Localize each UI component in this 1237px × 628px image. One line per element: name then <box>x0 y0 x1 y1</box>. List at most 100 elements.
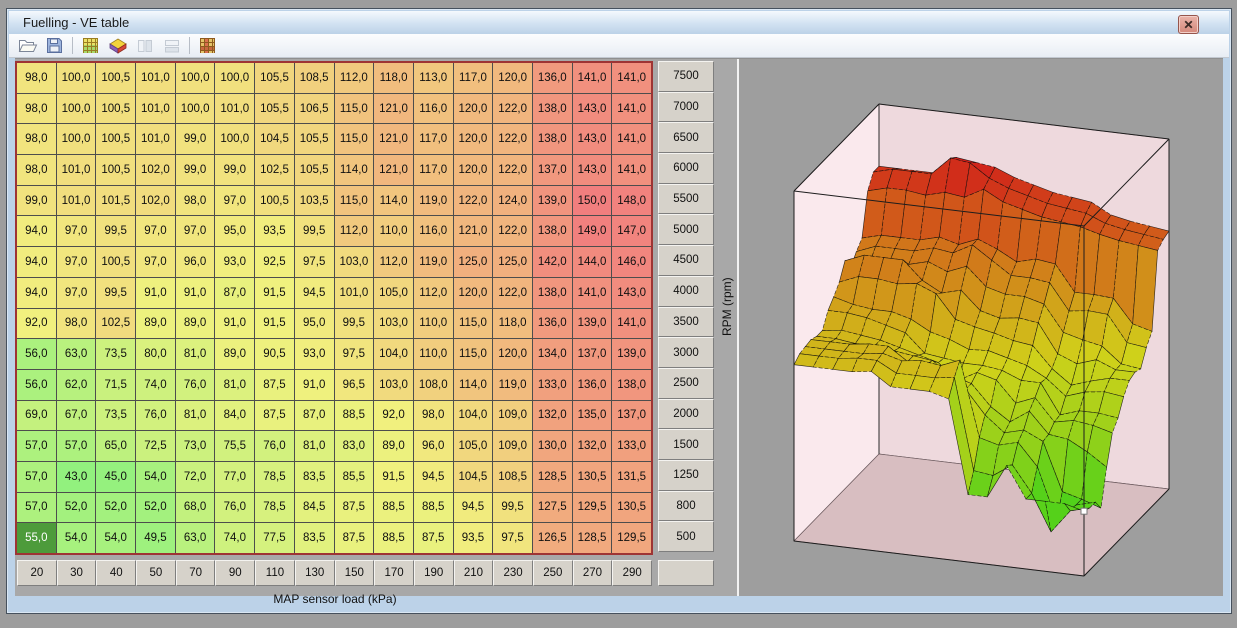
map-bin-cell[interactable]: 150 <box>335 560 375 586</box>
ve-cell[interactable]: 97,0 <box>136 216 175 246</box>
ve-cell[interactable]: 65,0 <box>96 431 135 461</box>
ve-cell[interactable]: 99,0 <box>176 155 215 185</box>
ve-cell[interactable]: 89,0 <box>374 431 413 461</box>
ve-cell[interactable]: 81,0 <box>176 339 215 369</box>
ve-cell[interactable]: 91,0 <box>295 370 334 400</box>
ve-cell[interactable]: 52,0 <box>96 493 135 523</box>
rpm-bin-cell[interactable]: 4000 <box>658 276 714 307</box>
ve-cell[interactable]: 105,0 <box>454 431 493 461</box>
ve-cell[interactable]: 94,0 <box>17 216 56 246</box>
open-button[interactable] <box>15 35 40 56</box>
ve-cell[interactable]: 143,0 <box>612 278 651 308</box>
ve-cell[interactable]: 75,5 <box>215 431 254 461</box>
ve-cell[interactable]: 104,0 <box>374 339 413 369</box>
ve-cell[interactable]: 56,0 <box>17 339 56 369</box>
ve-cell[interactable]: 87,5 <box>335 493 374 523</box>
ve-cell[interactable]: 141,0 <box>612 63 651 93</box>
ve-cell[interactable]: 117,0 <box>454 63 493 93</box>
ve-cell[interactable]: 138,0 <box>612 370 651 400</box>
ve-cell[interactable]: 97,0 <box>57 216 96 246</box>
ve-cell[interactable]: 115,0 <box>335 94 374 124</box>
ve-cell[interactable]: 136,0 <box>533 63 572 93</box>
ve-cell[interactable]: 87,0 <box>295 401 334 431</box>
map-bin-cell[interactable]: 90 <box>215 560 255 586</box>
rpm-bin-cell[interactable]: 7000 <box>658 92 714 123</box>
ve-cell[interactable]: 137,0 <box>533 155 572 185</box>
ve-cell[interactable]: 118,0 <box>374 63 413 93</box>
ve-cell[interactable]: 100,5 <box>255 186 294 216</box>
ve-cell[interactable]: 88,5 <box>335 401 374 431</box>
ve-cell[interactable]: 100,5 <box>96 155 135 185</box>
map-bin-cell[interactable]: 130 <box>295 560 335 586</box>
ve-cell[interactable]: 112,0 <box>335 216 374 246</box>
ve-cell[interactable]: 94,0 <box>17 247 56 277</box>
ve-cell[interactable]: 115,0 <box>454 339 493 369</box>
ve-cell[interactable]: 130,0 <box>533 431 572 461</box>
ve-cell[interactable]: 103,0 <box>374 309 413 339</box>
ve-cell[interactable]: 100,5 <box>96 94 135 124</box>
ve-cell[interactable]: 131,5 <box>612 462 651 492</box>
ve-cell[interactable]: 122,0 <box>493 216 532 246</box>
ve-cell[interactable]: 100,5 <box>96 247 135 277</box>
ve-cell[interactable]: 120,0 <box>493 339 532 369</box>
ve-cell[interactable]: 73,0 <box>176 431 215 461</box>
rpm-bin-cell[interactable]: 2500 <box>658 368 714 399</box>
ve-cell[interactable]: 57,0 <box>17 462 56 492</box>
ve-cell[interactable]: 101,0 <box>57 186 96 216</box>
ve-cell[interactable]: 141,0 <box>612 124 651 154</box>
ve-cell[interactable]: 91,0 <box>176 278 215 308</box>
ve-cell[interactable]: 130,5 <box>612 493 651 523</box>
ve-cell[interactable]: 106,5 <box>295 94 334 124</box>
ve-cell[interactable]: 142,0 <box>533 247 572 277</box>
ve-cell[interactable]: 121,0 <box>374 124 413 154</box>
ve-cell[interactable]: 114,0 <box>454 370 493 400</box>
ve-cell[interactable]: 100,5 <box>96 63 135 93</box>
ve-cell[interactable]: 88,5 <box>374 493 413 523</box>
ve-cell[interactable]: 102,0 <box>136 155 175 185</box>
ve-cell[interactable]: 121,0 <box>454 216 493 246</box>
ve-cell[interactable]: 80,0 <box>136 339 175 369</box>
ve-cell[interactable]: 89,0 <box>136 309 175 339</box>
ve-cell[interactable]: 122,0 <box>454 186 493 216</box>
ve-cell[interactable]: 121,0 <box>374 94 413 124</box>
ve-cell[interactable]: 121,0 <box>374 155 413 185</box>
ve-cell[interactable]: 54,0 <box>57 523 96 553</box>
ve-cell[interactable]: 120,0 <box>493 63 532 93</box>
ve-cell[interactable]: 99,5 <box>335 309 374 339</box>
ve-cell[interactable]: 87,5 <box>255 370 294 400</box>
ve-cell[interactable]: 133,0 <box>612 431 651 461</box>
split-vertical-button[interactable] <box>132 35 157 56</box>
ve-cell[interactable]: 93,5 <box>454 523 493 553</box>
ve-cell[interactable]: 139,0 <box>533 186 572 216</box>
ve-cell[interactable]: 100,0 <box>215 124 254 154</box>
ve-cell[interactable]: 128,5 <box>533 462 572 492</box>
ve-cell[interactable]: 98,0 <box>17 124 56 154</box>
ve-cell[interactable]: 76,0 <box>176 370 215 400</box>
ve-cell[interactable]: 136,0 <box>533 309 572 339</box>
ve-cell[interactable]: 96,0 <box>414 431 453 461</box>
ve-cell[interactable]: 126,5 <box>533 523 572 553</box>
ve-cell[interactable]: 120,0 <box>454 278 493 308</box>
ve-cell[interactable]: 63,0 <box>176 523 215 553</box>
ve-cell[interactable]: 116,0 <box>414 94 453 124</box>
rpm-bin-cell[interactable]: 800 <box>658 491 714 522</box>
ve-cell[interactable]: 137,0 <box>573 339 612 369</box>
ve-cell[interactable]: 137,0 <box>612 401 651 431</box>
ve-cell[interactable]: 68,0 <box>176 493 215 523</box>
ve-cell[interactable]: 98,0 <box>17 94 56 124</box>
ve-cell[interactable]: 129,5 <box>612 523 651 553</box>
ve-cell[interactable]: 95,0 <box>295 309 334 339</box>
ve-cell[interactable]: 120,0 <box>454 94 493 124</box>
ve-cell[interactable]: 91,5 <box>255 309 294 339</box>
surface-3d-view-button[interactable] <box>105 35 130 56</box>
ve-cell[interactable]: 102,5 <box>96 309 135 339</box>
ve-cell[interactable]: 115,0 <box>454 309 493 339</box>
ve-cell[interactable]: 100,0 <box>176 63 215 93</box>
ve-cell[interactable]: 141,0 <box>612 309 651 339</box>
ve-cell[interactable]: 108,0 <box>414 370 453 400</box>
ve-cell[interactable]: 133,0 <box>533 370 572 400</box>
ve-cell[interactable]: 114,0 <box>374 186 413 216</box>
ve-cell[interactable]: 85,5 <box>335 462 374 492</box>
rpm-bin-cell[interactable]: 4500 <box>658 245 714 276</box>
ve-cell[interactable]: 141,0 <box>612 94 651 124</box>
